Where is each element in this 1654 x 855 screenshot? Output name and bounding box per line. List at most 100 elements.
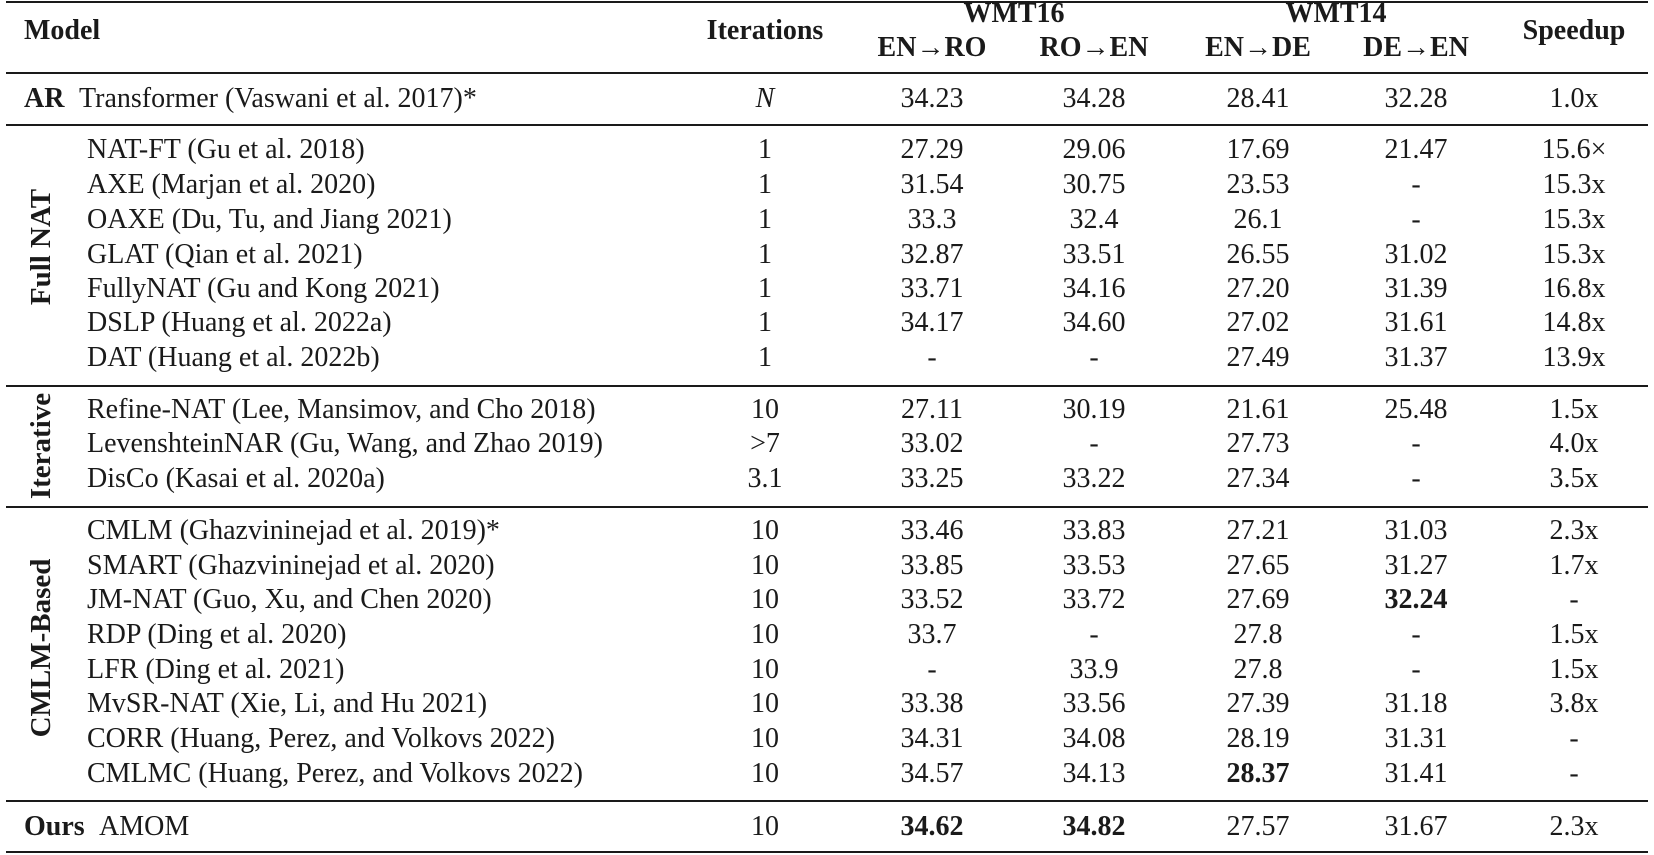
en-ro-score: - [927,342,937,373]
header-wmt14: WMT14 [1285,0,1387,29]
model-name: DisCo (Kasai et al. 2020a) [87,463,385,494]
en-de-score: 28.41 [1226,83,1290,114]
iterations-value: 1 [758,342,772,373]
en-de-score: 26.1 [1233,204,1283,235]
de-en-score: 25.48 [1384,394,1448,425]
header-ro-en: RO→EN [1039,32,1149,63]
ro-en-score: 33.83 [1062,515,1126,546]
model-name: OAXE (Du, Tu, and Jiang 2021) [87,204,452,235]
en-ro-score: 33.38 [900,688,964,719]
header-en-ro: EN→RO [877,32,987,63]
ar-rule [6,124,1648,126]
de-en-score: 31.31 [1384,723,1448,754]
model-name: MvSR-NAT (Xie, Li, and Hu 2021) [87,688,488,719]
ro-en-score: - [1089,428,1099,459]
en-de-score: 27.02 [1226,307,1290,338]
cmlm-rule [6,800,1648,802]
en-ro-score: 34.23 [900,83,964,114]
de-en-score: - [1411,169,1421,200]
de-en-score: - [1411,428,1421,459]
en-ro-score: 33.02 [900,428,964,459]
en-ro-score: 27.11 [901,394,963,425]
en-de-score: 28.19 [1226,723,1290,754]
speedup-value: 1.5x [1549,619,1599,650]
iterations-value: 1 [758,273,772,304]
speedup-value: 15.6× [1541,134,1607,165]
header-speedup: Speedup [1522,15,1626,46]
en-de-score: 27.65 [1226,550,1290,581]
speedup-value: 2.3x [1549,811,1599,842]
bottom-rule [6,851,1648,853]
de-en-score: 31.41 [1384,758,1448,789]
ro-en-score: 30.19 [1062,394,1126,425]
de-en-score: 32.28 [1384,83,1448,114]
de-en-score: 31.02 [1384,239,1448,270]
iterations-value: >7 [750,428,780,459]
speedup-value: 1.7x [1549,550,1599,581]
speedup-value: 13.9x [1542,342,1606,373]
de-en-score: 31.37 [1384,342,1448,373]
ro-en-score: 34.60 [1062,307,1126,338]
group-iterative-label: Iterative [25,392,57,500]
group-ar-label: AR [24,83,65,114]
de-en-score: 31.67 [1384,811,1448,842]
de-en-score: 31.03 [1384,515,1448,546]
header-de-en: DE→EN [1363,32,1469,63]
model-name: LevenshteinNAR (Gu, Wang, and Zhao 2019) [87,428,603,459]
model-name: AXE (Marjan et al. 2020) [87,169,376,200]
en-ro-score: 34.57 [900,758,964,789]
iterations-value: 10 [751,619,779,650]
header-model: Model [24,15,101,46]
model-name: CMLMC (Huang, Perez, and Volkovs 2022) [87,758,583,789]
speedup-value: 2.3x [1549,515,1599,546]
ro-en-score: 33.56 [1062,688,1126,719]
en-ro-score: - [927,654,937,685]
en-ro-score: 33.3 [907,204,957,235]
ro-en-score: 33.22 [1062,463,1126,494]
iterations-value: 1 [758,169,772,200]
de-en-score: - [1411,204,1421,235]
iterations-value: 10 [751,758,779,789]
speedup-value: 3.8x [1549,688,1599,719]
en-ro-score: 33.71 [900,273,964,304]
ro-en-score: 29.06 [1062,134,1126,165]
iterative-rule [6,506,1648,508]
en-de-score: 27.39 [1226,688,1290,719]
ro-en-score: 34.16 [1062,273,1126,304]
header-wmt16: WMT16 [963,0,1065,29]
en-de-score: 21.61 [1226,394,1290,425]
iterations-value: 1 [758,134,772,165]
en-de-score: 27.8 [1233,619,1283,650]
model-name: DAT (Huang et al. 2022b) [87,342,380,373]
en-ro-score: 34.31 [900,723,964,754]
model-name: CMLM (Ghazvininejad et al. 2019)* [87,515,500,546]
speedup-value: 16.8x [1542,273,1606,304]
iterations-value: 10 [751,550,779,581]
speedup-value: 4.0x [1549,428,1599,459]
iterations-value: 10 [751,515,779,546]
model-name: Refine-NAT (Lee, Mansimov, and Cho 2018) [87,394,596,425]
de-en-score: - [1411,654,1421,685]
ro-en-score: 30.75 [1062,169,1126,200]
en-ro-score: 31.54 [900,169,964,200]
header-rule [6,72,1648,74]
ro-en-score: 34.28 [1062,83,1126,114]
en-ro-score: 33.7 [907,619,957,650]
speedup-value: 15.3x [1542,169,1606,200]
ro-en-score: 33.72 [1062,584,1126,615]
full-nat-rule [6,385,1648,387]
en-de-score-best: 28.37 [1226,758,1290,789]
en-ro-score-best: 34.62 [900,811,964,842]
iterations-value: 3.1 [747,463,783,494]
en-de-score: 27.73 [1226,428,1290,459]
en-ro-score: 33.25 [900,463,964,494]
en-ro-score: 33.46 [900,515,964,546]
speedup-value: 15.3x [1542,204,1606,235]
header-en-de: EN→DE [1205,32,1311,63]
speedup-value: 15.3x [1542,239,1606,270]
speedup-value: - [1569,758,1579,789]
en-ro-score: 27.29 [900,134,964,165]
model-name: LFR (Ding et al. 2021) [87,654,345,685]
en-de-score: 23.53 [1226,169,1290,200]
iterations-value: 10 [751,811,779,842]
